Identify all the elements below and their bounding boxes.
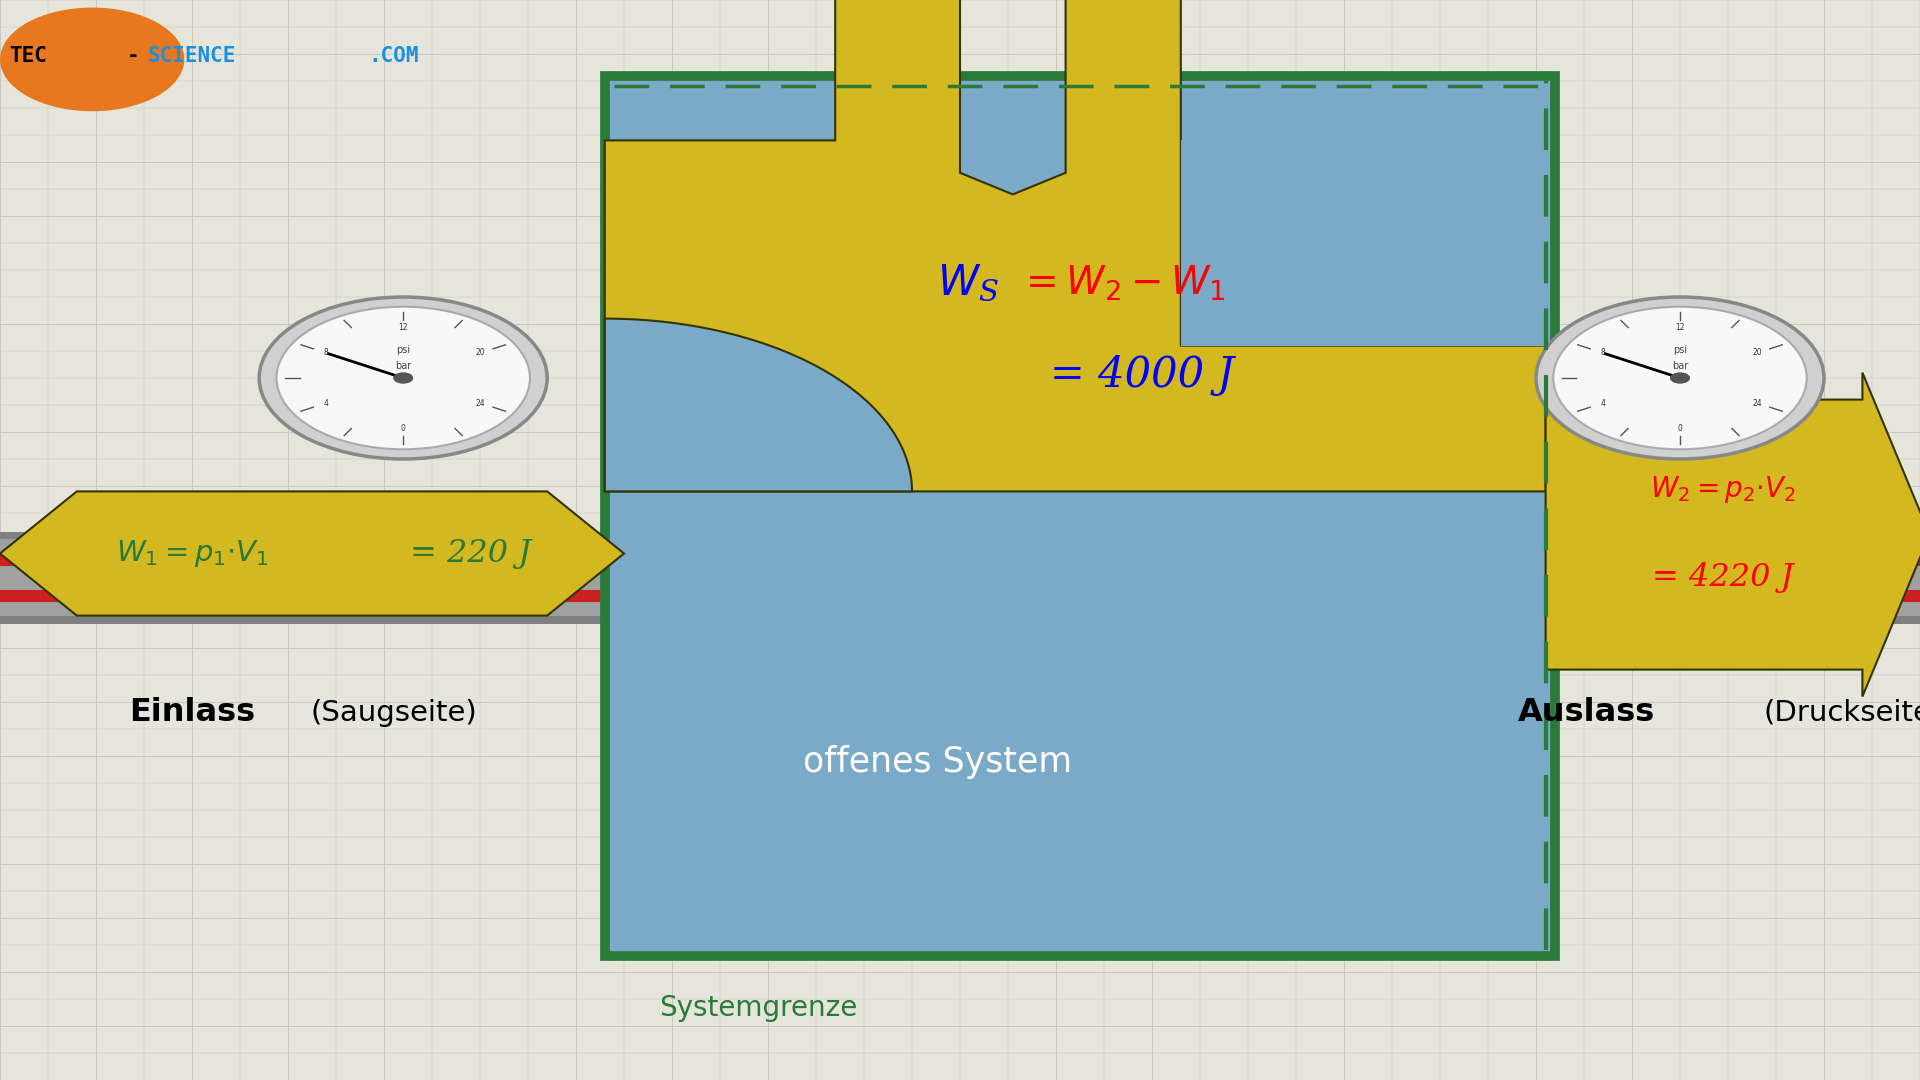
Bar: [1181, 140, 1546, 346]
Text: 4: 4: [323, 399, 328, 407]
Polygon shape: [605, 0, 1546, 491]
Text: Systemgrenze: Systemgrenze: [659, 994, 858, 1022]
Text: 8: 8: [1599, 349, 1605, 357]
Circle shape: [1536, 297, 1824, 459]
Text: Einlass: Einlass: [129, 698, 255, 728]
Circle shape: [1553, 307, 1807, 449]
Polygon shape: [1546, 373, 1920, 697]
Text: offenes System: offenes System: [803, 745, 1071, 779]
Text: = 4220 J: = 4220 J: [1653, 563, 1793, 593]
Circle shape: [367, 369, 440, 410]
Bar: [0, 590, 1920, 602]
Circle shape: [259, 297, 547, 459]
Text: psi: psi: [1672, 345, 1688, 354]
Text: SCIENCE: SCIENCE: [148, 46, 236, 66]
Circle shape: [0, 8, 184, 111]
Text: $W_\mathregular{S}$: $W_\mathregular{S}$: [937, 262, 998, 305]
Text: 24: 24: [1753, 399, 1763, 407]
Text: = 4000 J: = 4000 J: [1050, 354, 1235, 396]
Text: 12: 12: [1676, 323, 1684, 333]
FancyBboxPatch shape: [605, 76, 1555, 956]
Bar: [0, 531, 1920, 539]
Polygon shape: [605, 319, 912, 491]
Text: .COM: .COM: [369, 46, 419, 66]
Circle shape: [1670, 373, 1690, 383]
Text: 12: 12: [399, 323, 407, 333]
Bar: [0, 616, 1920, 623]
Text: psi: psi: [396, 345, 411, 354]
Text: TEC: TEC: [10, 46, 48, 66]
Polygon shape: [0, 491, 624, 616]
Text: (Druckseite): (Druckseite): [1763, 699, 1920, 727]
Text: = 220 J: = 220 J: [409, 538, 532, 569]
Text: $W_2 = p_2{\cdot}V_2$: $W_2 = p_2{\cdot}V_2$: [1651, 474, 1795, 504]
Bar: [0, 554, 1920, 566]
Text: 20: 20: [476, 349, 486, 357]
Text: (Saugseite): (Saugseite): [311, 699, 476, 727]
Text: 0: 0: [1678, 423, 1682, 433]
Circle shape: [394, 373, 413, 383]
Bar: [0, 531, 1920, 623]
Text: -: -: [129, 46, 136, 66]
Circle shape: [1644, 369, 1716, 410]
Text: $= W_2 - W_1$: $= W_2 - W_1$: [1018, 264, 1225, 303]
Text: 20: 20: [1753, 349, 1763, 357]
Circle shape: [276, 307, 530, 449]
Text: Auslass: Auslass: [1519, 698, 1655, 728]
Text: 8: 8: [323, 349, 328, 357]
Text: 4: 4: [1599, 399, 1605, 407]
Text: bar: bar: [1672, 361, 1688, 370]
Text: 0: 0: [401, 423, 405, 433]
Text: bar: bar: [396, 361, 411, 370]
Text: 24: 24: [476, 399, 486, 407]
Text: $W_1 = p_1{\cdot}V_1$: $W_1 = p_1{\cdot}V_1$: [115, 538, 269, 569]
